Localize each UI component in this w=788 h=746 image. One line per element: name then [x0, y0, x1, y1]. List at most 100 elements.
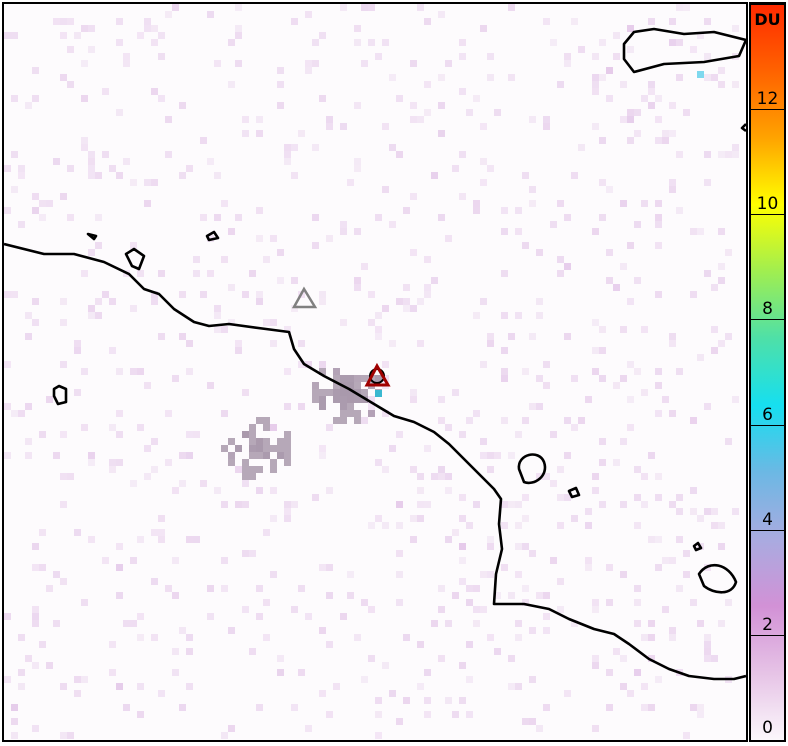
so2-pixel	[459, 662, 466, 669]
so2-pixel	[732, 151, 739, 158]
so2-pixel	[151, 466, 158, 473]
so2-pixel	[326, 487, 333, 494]
so2-pixel	[424, 18, 431, 25]
so2-pixel	[550, 480, 557, 487]
so2-pixel	[60, 361, 67, 368]
so2-pixel	[284, 508, 291, 515]
so2-pixel	[438, 102, 445, 109]
so2-pixel	[627, 109, 634, 116]
so2-pixel	[291, 277, 298, 284]
so2-pixel	[263, 424, 270, 431]
colorbar-tick	[751, 319, 784, 321]
so2-pixel	[501, 522, 508, 529]
so2-pixel	[277, 669, 284, 676]
so2-pixel	[354, 634, 361, 641]
so2-pixel	[32, 207, 39, 214]
so2-pixel	[697, 32, 704, 39]
so2-pixel	[627, 46, 634, 53]
so2-pixel	[606, 564, 613, 571]
so2-pixel	[354, 165, 361, 172]
so2-pixel	[403, 305, 410, 312]
so2-pixel	[53, 158, 60, 165]
so2-pixel	[221, 326, 228, 333]
so2-pixel	[88, 172, 95, 179]
so2-pixel	[704, 151, 711, 158]
so2-pixel	[543, 627, 550, 634]
so2-pixel	[284, 438, 291, 445]
so2-pixel	[627, 424, 634, 431]
so2-pixel	[606, 669, 613, 676]
so2-pixel	[683, 732, 690, 739]
so2-pixel	[249, 431, 256, 438]
so2-pixel	[543, 592, 550, 599]
so2-pixel	[270, 515, 277, 522]
so2-pixel	[676, 4, 683, 11]
so2-pixel	[368, 396, 375, 403]
so2-pixel	[186, 452, 193, 459]
so2-pixel	[60, 578, 67, 585]
so2-pixel	[109, 669, 116, 676]
so2-pixel	[368, 606, 375, 613]
so2-pixel	[361, 375, 368, 382]
so2-pixel	[305, 725, 312, 732]
so2-pixel	[368, 655, 375, 662]
so2-pixel	[249, 270, 256, 277]
so2-pixel	[452, 592, 459, 599]
island-4	[124, 247, 146, 271]
so2-pixel	[564, 60, 571, 67]
so2-pixel	[641, 683, 648, 690]
so2-pixel	[662, 130, 669, 137]
so2-pixel	[130, 480, 137, 487]
so2-pixel	[620, 375, 627, 382]
so2-pixel	[116, 543, 123, 550]
so2-pixel	[466, 676, 473, 683]
so2-pixel	[445, 620, 452, 627]
so2-pixel	[550, 431, 557, 438]
colorbar-tick-label: 12	[756, 89, 779, 110]
so2-pixel	[11, 32, 18, 39]
so2-pixel	[60, 298, 67, 305]
so2-pixel	[599, 39, 606, 46]
so2-pixel	[312, 494, 319, 501]
so2-pixel	[340, 228, 347, 235]
so2-pixel	[375, 459, 382, 466]
so2-pixel	[634, 221, 641, 228]
so2-pixel	[214, 60, 221, 67]
so2-pixel	[123, 60, 130, 67]
so2-pixel	[25, 333, 32, 340]
so2-pixel	[11, 186, 18, 193]
so2-pixel	[123, 53, 130, 60]
so2-pixel	[312, 214, 319, 221]
so2-pixel	[732, 396, 739, 403]
so2-pixel	[606, 186, 613, 193]
so2-pixel	[60, 193, 67, 200]
so2-pixel	[592, 662, 599, 669]
so2-pixel	[522, 368, 529, 375]
so2-pixel	[711, 655, 718, 662]
so2-pixel	[88, 536, 95, 543]
so2-pixel	[648, 655, 655, 662]
colorbar-tick-label: 4	[762, 509, 773, 530]
so2-pixel	[305, 67, 312, 74]
so2-pixel	[536, 403, 543, 410]
so2-pixel	[501, 228, 508, 235]
so2-pixel	[613, 284, 620, 291]
coastline-north-island	[622, 27, 748, 74]
so2-pixel	[88, 452, 95, 459]
so2-pixel	[704, 270, 711, 277]
so2-pixel	[599, 326, 606, 333]
so2-pixel	[592, 606, 599, 613]
so2-pixel	[151, 578, 158, 585]
so2-pixel	[543, 361, 550, 368]
so2-pixel	[235, 347, 242, 354]
so2-pixel	[256, 235, 263, 242]
so2-pixel	[389, 445, 396, 452]
so2-pixel	[151, 291, 158, 298]
so2-pixel	[655, 242, 662, 249]
so2-pixel	[711, 326, 718, 333]
so2-pixel	[473, 200, 480, 207]
so2-pixel	[396, 298, 403, 305]
so2-pixel	[417, 4, 424, 11]
so2-pixel	[102, 88, 109, 95]
so2-pixel	[438, 473, 445, 480]
